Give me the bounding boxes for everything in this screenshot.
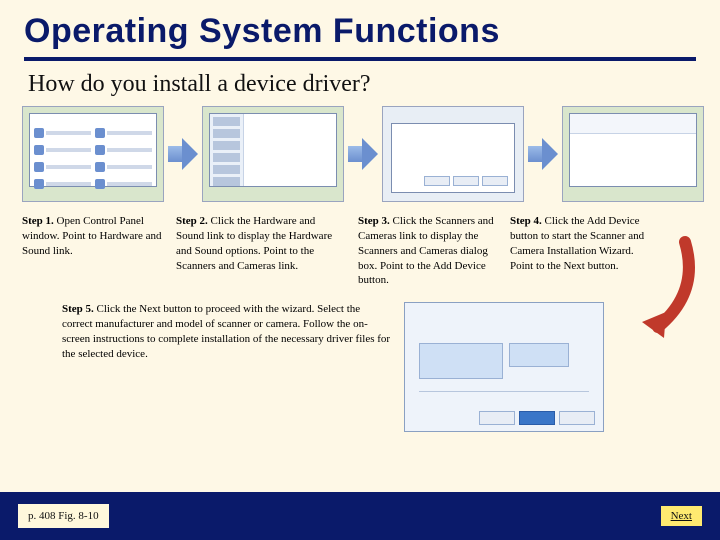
slide-title: Operating System Functions xyxy=(0,0,720,57)
screenshot-row xyxy=(0,106,720,202)
step-label: Step 3. xyxy=(358,215,390,227)
step5-area: Step 5. Click the Next button to proceed… xyxy=(0,288,720,432)
caption-step2: Step 2. Click the Hardware and Sound lin… xyxy=(176,214,346,288)
caption-row: Step 1. Open Control Panel window. Point… xyxy=(0,214,720,288)
step-label: Step 5. xyxy=(62,303,94,315)
screenshot-step1 xyxy=(22,106,164,202)
caption-step3: Step 3. Click the Scanners and Cameras l… xyxy=(358,214,498,288)
title-rule xyxy=(24,57,696,61)
step-label: Step 1. xyxy=(22,215,54,227)
screenshot-step2 xyxy=(202,106,344,202)
screenshot-step4 xyxy=(562,106,704,202)
step-text: Click the Next button to proceed with th… xyxy=(62,303,390,360)
screenshot-step5 xyxy=(404,302,604,432)
arrow-icon xyxy=(168,132,198,176)
arrow-icon xyxy=(528,132,558,176)
arrow-icon xyxy=(348,132,378,176)
next-button[interactable]: Next xyxy=(661,506,702,526)
caption-step4: Step 4. Click the Add Device button to s… xyxy=(510,214,650,288)
caption-step1: Step 1. Open Control Panel window. Point… xyxy=(22,214,164,288)
step-label: Step 2. xyxy=(176,215,208,227)
page-reference: p. 408 Fig. 8-10 xyxy=(18,504,109,528)
footer-bar: p. 408 Fig. 8-10 Next xyxy=(0,492,720,540)
slide-subtitle: How do you install a device driver? xyxy=(0,71,720,106)
step-label: Step 4. xyxy=(510,215,542,227)
caption-step5: Step 5. Click the Next button to proceed… xyxy=(62,302,392,432)
screenshot-step3 xyxy=(382,106,524,202)
